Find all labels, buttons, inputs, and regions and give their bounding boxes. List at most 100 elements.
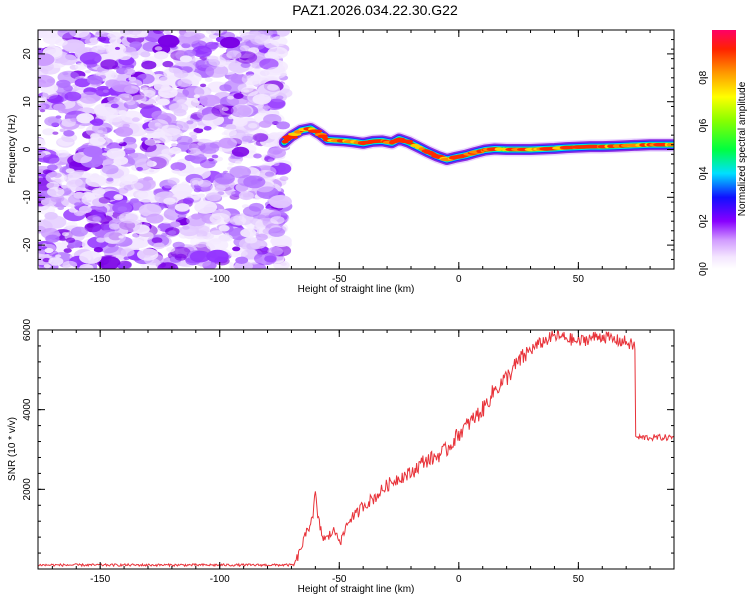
noise-blob — [213, 30, 224, 34]
noise-blob — [117, 219, 141, 233]
noise-blob — [218, 225, 230, 232]
noise-blob — [126, 99, 136, 106]
noise-blob — [55, 149, 70, 158]
noise-blob — [153, 30, 164, 34]
noise-blob — [247, 30, 269, 43]
noise-blob — [270, 216, 285, 225]
noise-blob — [162, 60, 174, 68]
noise-blob — [106, 177, 114, 182]
y-tick-label: 20 — [22, 48, 33, 60]
noise-blob — [206, 55, 219, 63]
noise-blob — [258, 120, 272, 128]
noise-blob — [103, 231, 126, 245]
snr-ticks: -150 -100 -50 0 50 2000 4000 6000 — [22, 318, 675, 585]
colorbar: 0.0 0.2 0.4 0.6 0.8 Normalized spectral ampl… — [698, 30, 748, 276]
noise-blob — [161, 148, 175, 156]
noise-blob — [228, 262, 234, 266]
y-tick-label: 10 — [22, 96, 33, 108]
noise-blob — [154, 46, 163, 51]
noise-blob — [252, 94, 272, 105]
noise-blob — [102, 109, 126, 123]
noise-blob — [74, 202, 82, 207]
noise-blob — [136, 166, 144, 171]
colorbar-tick-label: 0.8 — [698, 70, 709, 84]
noise-blob — [63, 130, 75, 137]
noise-blob — [115, 138, 125, 144]
noise-blob — [229, 165, 251, 179]
noise-blob — [144, 138, 157, 146]
noise-blob — [273, 260, 290, 269]
noise-blob — [157, 98, 170, 106]
noise-blob — [163, 197, 176, 205]
noise-blob — [205, 30, 216, 35]
noise-blob — [123, 46, 137, 55]
noise-blob — [158, 76, 174, 85]
noise-blob — [185, 149, 191, 153]
noise-blob — [235, 256, 249, 264]
noise-blob — [38, 75, 56, 88]
noise-blob — [97, 256, 121, 269]
noise-blob — [194, 86, 212, 97]
noise-blob — [170, 246, 191, 259]
noise-blob — [189, 250, 211, 263]
noise-blob — [76, 113, 94, 124]
noise-blob — [38, 250, 46, 256]
noise-blob — [240, 228, 257, 238]
snr-y-label: SNR (10 * v/v) — [7, 417, 18, 481]
noise-blob — [154, 123, 162, 128]
noise-blob — [219, 234, 233, 242]
ridge-peak — [405, 140, 413, 145]
noise-blob — [38, 225, 46, 234]
noise-blob — [231, 146, 250, 157]
colorbar-tick-label: 0.6 — [698, 118, 709, 132]
noise-blob — [267, 161, 275, 166]
noise-blob — [138, 203, 162, 217]
noise-blob — [186, 214, 207, 227]
noise-blob — [170, 221, 181, 228]
noise-blob — [200, 83, 207, 88]
noise-blob — [190, 135, 198, 139]
noise-blob — [243, 175, 266, 189]
noise-blob — [276, 121, 290, 130]
noise-blob — [97, 36, 107, 42]
snr-x-label: Height of straight line (km) — [298, 584, 415, 595]
noise-blob — [160, 124, 181, 136]
noise-blob — [78, 205, 92, 214]
noise-blob — [138, 231, 154, 240]
noise-blob — [195, 225, 210, 234]
x-tick-label: -50 — [332, 574, 347, 585]
noise-blob — [87, 75, 103, 85]
noise-blob — [210, 238, 222, 245]
noise-blob — [205, 41, 219, 50]
noise-blob — [172, 169, 181, 175]
noise-blob — [270, 36, 288, 47]
noise-blob — [267, 147, 286, 159]
noise-blob — [62, 260, 78, 269]
noise-blob — [117, 187, 129, 194]
colorbar-gradient — [712, 30, 736, 269]
noise-blob — [42, 128, 55, 136]
noise-blob — [70, 117, 78, 122]
noise-blob — [65, 237, 76, 243]
noise-blob — [123, 141, 138, 150]
noise-blob — [229, 251, 240, 258]
noise-blob — [74, 63, 88, 70]
noise-blob — [141, 60, 157, 70]
noise-blob — [79, 263, 94, 269]
noise-blob — [107, 95, 120, 103]
noise-blob — [279, 176, 289, 182]
x-tick-label: 50 — [573, 574, 585, 585]
noise-blob — [255, 233, 268, 241]
noise-blob — [74, 78, 91, 88]
noise-blob — [45, 234, 60, 243]
noise-blob — [208, 158, 214, 162]
noise-blob — [182, 197, 194, 204]
noise-blob — [276, 95, 284, 100]
noise-blob — [195, 59, 206, 66]
noise-blob — [209, 212, 231, 225]
noise-blob — [104, 147, 111, 152]
noise-blob — [179, 55, 193, 63]
noise-blob — [221, 107, 229, 112]
noise-blob — [106, 148, 126, 160]
